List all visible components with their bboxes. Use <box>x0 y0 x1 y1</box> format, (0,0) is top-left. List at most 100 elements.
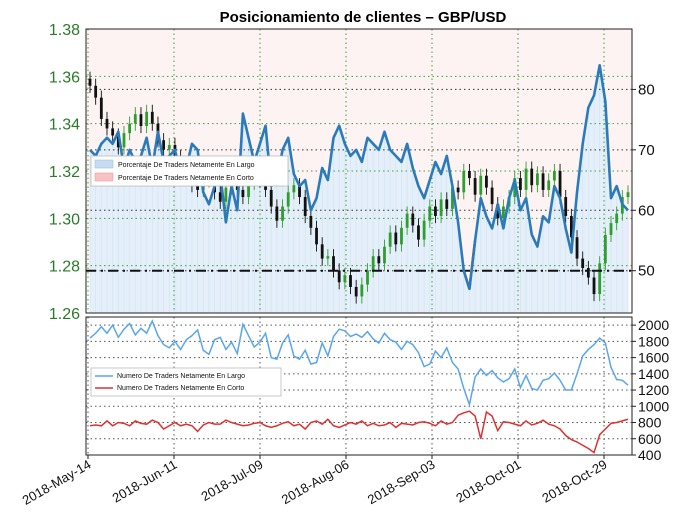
percent-tick-label: 60 <box>638 202 655 219</box>
date-tick-label: 2018-Jun-11 <box>110 457 180 506</box>
candle-body <box>315 227 318 245</box>
traders-long-line <box>89 319 629 408</box>
candle-body <box>371 256 375 271</box>
candle-body <box>558 171 562 198</box>
candle-body <box>139 114 143 127</box>
candle-body <box>445 199 449 209</box>
candle-body <box>598 263 602 295</box>
top-panel-frame <box>85 28 633 314</box>
traders-tick-label: 2000 <box>638 317 669 333</box>
candle-body <box>417 225 420 240</box>
bottom-panel-frame <box>85 316 633 456</box>
candle-body <box>298 185 301 198</box>
percent-axis-ticks: 50 60 70 80 <box>632 81 655 280</box>
candle-body <box>218 192 222 202</box>
candle-body <box>150 111 154 124</box>
candle-body <box>552 171 556 181</box>
candle-body <box>88 78 92 86</box>
candle-body <box>241 189 245 198</box>
candle-body <box>541 173 545 190</box>
candle-body <box>462 171 466 193</box>
candle-body <box>496 204 500 219</box>
candle-body <box>332 256 335 271</box>
candle-body <box>326 256 330 259</box>
traders-short-line <box>89 410 629 454</box>
traders-tick-label: 1400 <box>638 366 669 382</box>
traders-tick-label: 400 <box>638 447 662 463</box>
candle-body <box>292 185 296 193</box>
candle-body <box>349 275 352 287</box>
candle-body <box>451 187 454 209</box>
candle-body <box>428 206 432 221</box>
traders-tick-label: 600 <box>638 431 662 447</box>
candle-body <box>519 178 522 190</box>
bottom-legend: Numero De Traders Netamente En Largo Num… <box>90 367 282 397</box>
candle-body <box>581 258 585 269</box>
legend-label-short-pct: Porcentaje De Traders Netamente En Corto <box>118 175 254 182</box>
top-panel: 1.26 1.28 1.30 1.32 1.34 1.36 1.38 50 60 70 80 Po… <box>49 22 655 323</box>
candle-body <box>575 237 579 259</box>
candle-body <box>502 206 505 219</box>
candle-body <box>360 284 364 297</box>
traders-tick-label: 1800 <box>638 333 669 349</box>
traders-tick-label: 1000 <box>638 398 669 414</box>
candle-body <box>564 197 568 216</box>
traders-tick-label: 1200 <box>638 382 669 398</box>
price-tick-label: 1.36 <box>49 69 80 86</box>
candle-body <box>524 168 528 190</box>
price-tick-label: 1.34 <box>49 117 80 134</box>
bottom-legend-box <box>90 367 282 397</box>
date-tick-label: 2018-Sep-03 <box>365 457 438 508</box>
price-tick-label: 1.32 <box>49 164 80 181</box>
percent-tick-label: 70 <box>638 142 655 159</box>
percent-tick-label: 50 <box>638 263 655 280</box>
candle-body <box>535 173 539 186</box>
date-tick-label: 2018-Aug-06 <box>279 457 352 508</box>
candle-body <box>343 275 347 283</box>
candle-body <box>145 111 149 127</box>
legend-label-traders-long: Numero De Traders Netamente En Largo <box>117 373 245 380</box>
candle-body <box>224 187 228 202</box>
price-tick-label: 1.26 <box>49 306 80 323</box>
candle-body <box>439 199 443 216</box>
date-tick-label: 2018-Jul-09 <box>199 457 266 504</box>
candle-body <box>337 270 341 283</box>
candle-body <box>275 206 279 221</box>
legend-label-long-pct: Porcentaje De Traders Netamente En Largo <box>118 162 255 169</box>
candle-body <box>269 189 273 207</box>
candle-body <box>354 286 358 297</box>
candle-body <box>388 232 392 247</box>
traders-tick-label: 800 <box>638 415 662 431</box>
candle-body <box>473 178 477 195</box>
candle-body <box>383 246 386 264</box>
candle-body <box>547 180 551 190</box>
date-tick-label: 2018-May-14 <box>20 457 94 508</box>
candle-body <box>626 192 630 198</box>
candle-body <box>400 227 403 245</box>
candle-body <box>615 213 619 224</box>
top-legend: Porcentaje De Traders Netamente En Largo… <box>90 155 289 187</box>
long-pct-area-overlay <box>90 65 628 314</box>
candle-body <box>303 197 307 216</box>
traders-tick-label: 1600 <box>638 350 669 366</box>
top-legend-box <box>90 155 289 187</box>
candle-body <box>105 118 109 129</box>
candle-body <box>196 185 199 190</box>
candle-body <box>99 97 103 119</box>
date-axis-ticks: 2018-May-14 2018-Jun-11 2018-Jul-09 2018-Au… <box>20 455 610 508</box>
candle-body <box>609 223 613 235</box>
candle-body <box>111 128 115 136</box>
candle-body <box>422 220 426 240</box>
date-tick-label: 2018-Oct-01 <box>453 457 523 506</box>
candle-body <box>479 175 483 195</box>
price-tick-label: 1.38 <box>49 22 80 39</box>
price-axis-ticks: 1.26 1.28 1.30 1.32 1.34 1.36 1.38 <box>49 22 80 323</box>
candle-body <box>247 182 250 198</box>
candle-body <box>434 206 437 216</box>
date-tick-label: 2018-Oct-29 <box>539 457 609 506</box>
legend-label-traders-short: Numero De Traders Netamente En Corto <box>117 385 244 392</box>
candle-body <box>133 114 137 124</box>
candle-body <box>485 175 488 188</box>
